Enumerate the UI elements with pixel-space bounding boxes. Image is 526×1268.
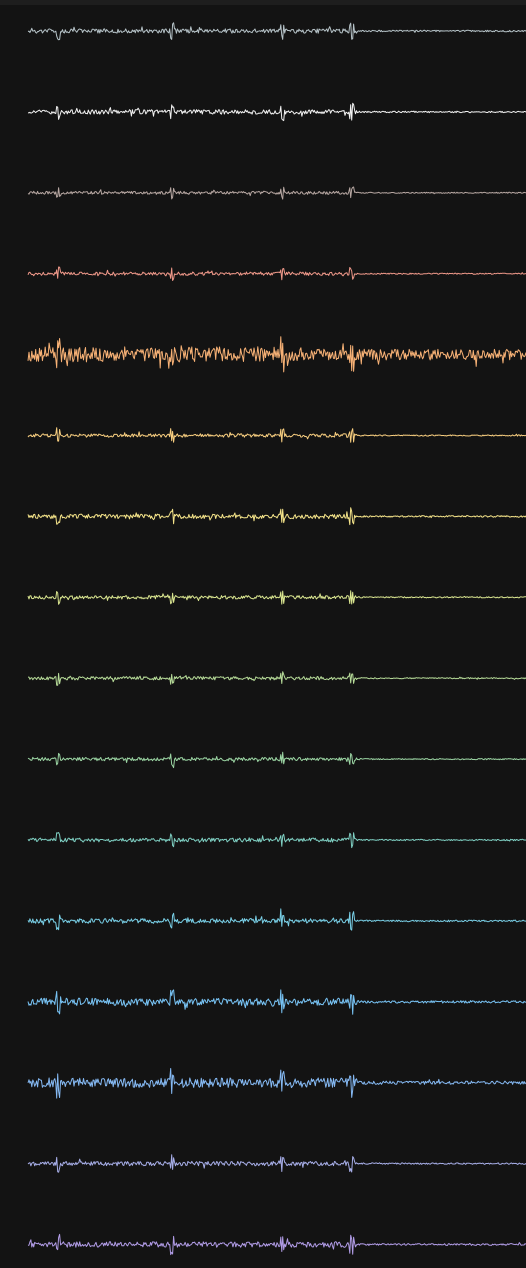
channel-trace-6 <box>27 507 526 526</box>
channel-trace-4 <box>27 336 526 373</box>
channel-trace-2 <box>27 186 526 200</box>
channel-trace-8 <box>28 671 526 686</box>
channel-trace-3 <box>27 266 526 281</box>
top-strip <box>0 0 526 5</box>
channel-trace-15 <box>27 1233 526 1256</box>
channel-trace-12 <box>27 989 526 1015</box>
channel-trace-13 <box>27 1068 526 1099</box>
channel-trace-14 <box>27 1154 526 1173</box>
channel-trace-10 <box>27 832 526 849</box>
channel-trace-7 <box>27 590 526 605</box>
channel-trace-5 <box>27 427 526 443</box>
channel-trace-11 <box>27 908 526 931</box>
channel-trace-9 <box>27 751 526 769</box>
channel-trace-1 <box>27 102 526 122</box>
channel-trace-0 <box>27 22 526 41</box>
